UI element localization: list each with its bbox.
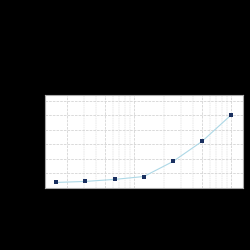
- Point: [54, 180, 58, 184]
- X-axis label: Human Fibroblast Growth Factor Binding Protein 1 (FGFBP1)
Concentration (ng/ml): Human Fibroblast Growth Factor Binding P…: [62, 200, 226, 210]
- Point: [83, 180, 87, 184]
- Point: [112, 178, 116, 182]
- Point: [230, 113, 234, 117]
- Y-axis label: OD: OD: [24, 137, 29, 145]
- Point: [171, 160, 175, 164]
- Point: [200, 139, 204, 143]
- Point: [142, 174, 146, 178]
